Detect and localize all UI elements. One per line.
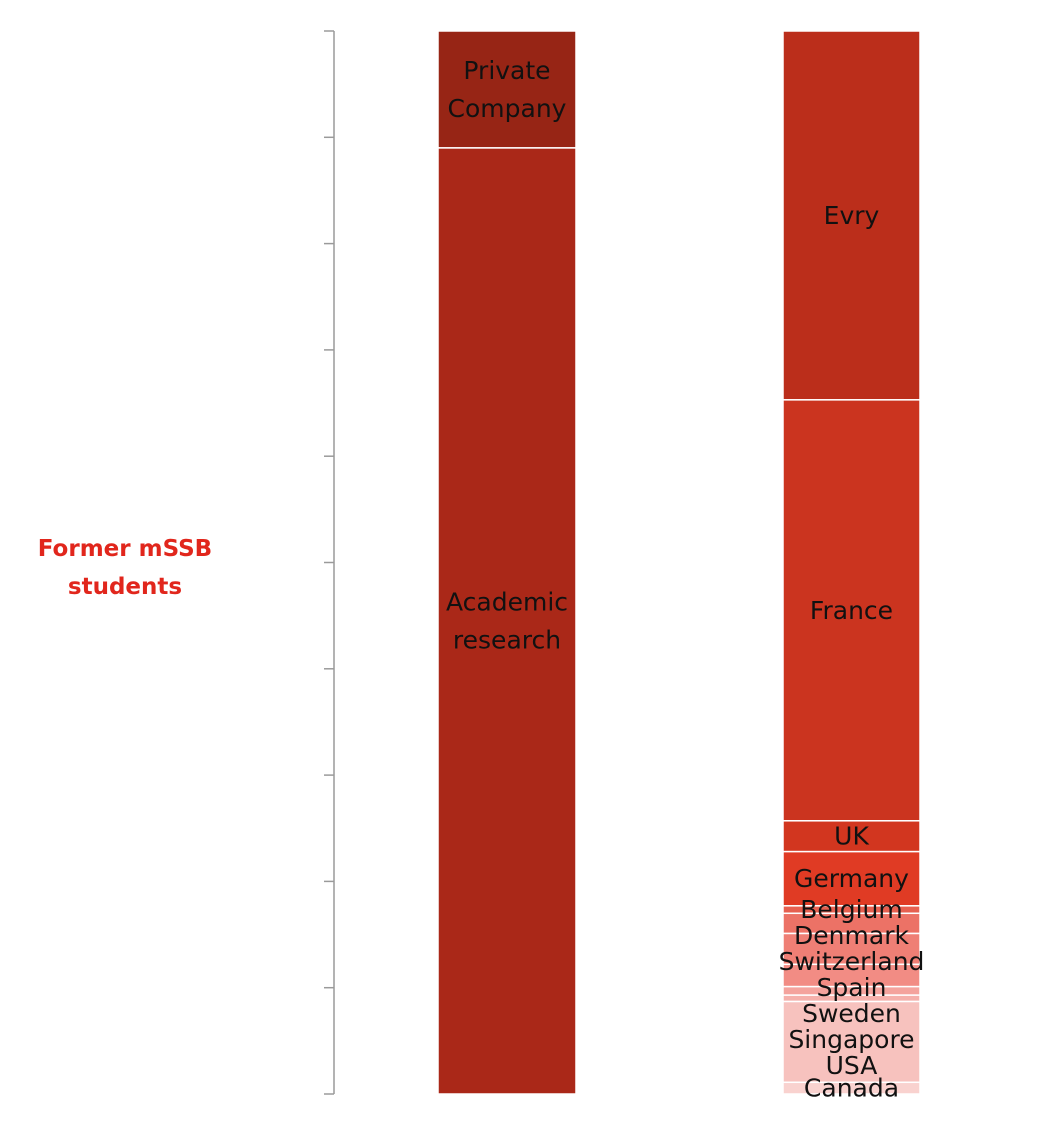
segment-label: Private	[463, 56, 550, 85]
segment-label: Academic	[446, 587, 568, 616]
segment-label: Belgium	[800, 895, 903, 924]
side-label: Former mSSB students	[37, 536, 213, 600]
segment-label: UK	[834, 822, 869, 851]
bar-segment	[437, 147, 577, 1095]
segment-label: Germany	[794, 864, 909, 893]
segment-label: Evry	[824, 201, 880, 230]
bar-segment	[782, 1081, 921, 1095]
bar-segment	[782, 1000, 921, 1084]
segment-label: Singapore	[788, 1025, 914, 1054]
bar-segment	[782, 30, 921, 401]
bar-segment	[782, 399, 921, 822]
segment-label: Spain	[817, 973, 887, 1002]
segment-label: Denmark	[794, 921, 909, 950]
bar-segment	[437, 30, 577, 149]
segment-label: Switzerland	[779, 947, 925, 976]
segment-label: research	[453, 625, 561, 654]
segment-label: France	[810, 596, 893, 625]
segment-label: Company	[448, 94, 567, 123]
segment-label: Canada	[804, 1074, 899, 1103]
segment-label: Sweden	[802, 999, 901, 1028]
vertical-axis	[324, 30, 335, 1095]
segment-label: USA	[826, 1051, 878, 1080]
bars	[437, 30, 921, 1095]
segment-labels: Private Company Academic research Evry France…	[446, 56, 924, 1103]
